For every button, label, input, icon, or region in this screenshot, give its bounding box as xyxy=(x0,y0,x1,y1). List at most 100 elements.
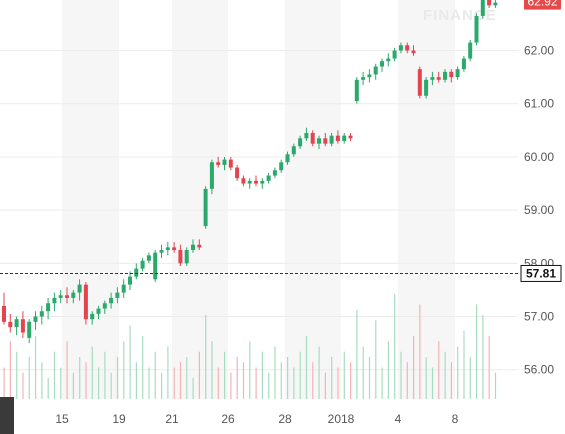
candle-body xyxy=(241,178,246,184)
candle-body xyxy=(134,268,139,277)
candle-body xyxy=(115,292,120,298)
candle-body xyxy=(266,175,271,181)
volume-bar xyxy=(161,372,163,399)
candle-body xyxy=(342,135,347,141)
candle-body xyxy=(443,71,447,80)
reference-price-tag-box xyxy=(520,264,562,282)
volume-bar xyxy=(135,362,137,399)
candle-body xyxy=(172,247,177,251)
volume-bar xyxy=(343,351,345,399)
x-tick-label: 2018 xyxy=(328,412,355,426)
candle-body xyxy=(272,170,277,176)
candle-body xyxy=(317,138,321,144)
candle-body xyxy=(436,77,441,80)
volume-bar xyxy=(299,351,301,399)
candle-body xyxy=(291,146,296,155)
candle-body xyxy=(109,297,114,304)
background-bands xyxy=(62,0,455,399)
candle-body xyxy=(386,58,391,62)
last-price-tag: 62.92 xyxy=(524,0,561,10)
candle-body xyxy=(58,295,63,298)
volume-bar xyxy=(192,378,194,399)
background-band xyxy=(62,0,119,399)
volume-bar xyxy=(35,336,37,399)
candle-body xyxy=(260,180,265,184)
volume-bar xyxy=(482,315,484,399)
candle-body xyxy=(209,162,214,189)
volume-bar xyxy=(66,341,68,399)
last-price-label: 62.92 xyxy=(527,0,557,9)
volume-bar xyxy=(368,357,371,399)
volume-bar xyxy=(268,372,270,399)
last-price-tag-box xyxy=(524,0,561,10)
watermark-text: FINANCE xyxy=(423,7,497,24)
reference-price-label: 57.81 xyxy=(526,266,556,280)
volume-bar xyxy=(91,346,93,399)
x-tick-label: 21 xyxy=(165,412,179,426)
volume-bar xyxy=(400,351,402,399)
candle-body xyxy=(411,50,416,54)
volume-bar xyxy=(230,372,232,399)
candle-body xyxy=(165,247,170,251)
volume-bar xyxy=(249,341,251,399)
candle-body xyxy=(398,45,403,51)
volume-bar xyxy=(406,362,408,399)
candle-body xyxy=(348,135,353,139)
volume-bar xyxy=(22,372,24,399)
y-tick-label: 59.00 xyxy=(524,203,554,217)
volume-bar xyxy=(450,362,452,399)
volume-bar xyxy=(419,304,421,399)
candle-body xyxy=(480,0,485,16)
volume-bar xyxy=(457,346,459,399)
volume-bar xyxy=(350,362,352,399)
candle-body xyxy=(153,252,158,280)
volume-bar xyxy=(98,367,100,399)
candle-body xyxy=(20,319,25,333)
volume-bar xyxy=(186,357,188,399)
volume-bars xyxy=(3,294,497,399)
candle-body xyxy=(184,250,189,264)
volume-bar xyxy=(469,357,471,399)
volume-bar xyxy=(142,336,144,399)
candle-body xyxy=(285,154,290,163)
x-tick-label: 15 xyxy=(55,412,69,426)
candle-body xyxy=(405,45,410,51)
candle-body xyxy=(430,77,435,80)
volume-bar xyxy=(425,357,427,399)
y-tick-label: 60.00 xyxy=(524,150,554,164)
volume-bar xyxy=(255,367,257,399)
candle-body xyxy=(354,79,359,102)
volume-bar xyxy=(41,362,43,399)
candle-body xyxy=(146,255,151,261)
volume-bar xyxy=(394,294,396,399)
y-tick-label: 62.00 xyxy=(524,44,554,58)
volume-bar xyxy=(494,372,497,399)
candle-body xyxy=(361,77,366,80)
candle-body xyxy=(90,313,95,320)
volume-bar xyxy=(331,357,333,399)
volume-bar xyxy=(148,367,150,399)
candle-body xyxy=(140,260,145,269)
volume-bar xyxy=(488,336,490,399)
volume-bar xyxy=(287,357,289,399)
candle-body xyxy=(304,133,309,139)
candle-body xyxy=(279,162,284,171)
volume-bar xyxy=(205,315,207,399)
x-tick-label: 26 xyxy=(221,412,235,426)
candle-body xyxy=(128,276,132,285)
x-tick-label: 8 xyxy=(452,412,459,426)
volume-bar xyxy=(463,330,465,399)
candle-body xyxy=(323,138,328,144)
volume-bar xyxy=(337,367,339,399)
scroll-handle[interactable] xyxy=(0,397,14,434)
candle-body xyxy=(39,311,44,317)
volume-bar xyxy=(387,341,389,399)
volume-bar xyxy=(324,372,326,399)
background-band xyxy=(285,0,341,399)
candle-body xyxy=(2,305,6,322)
candle-body xyxy=(310,133,315,144)
candle-body xyxy=(102,303,107,309)
x-tick-label: 28 xyxy=(278,412,292,426)
candle-body xyxy=(455,69,460,78)
candle-body xyxy=(373,66,378,75)
